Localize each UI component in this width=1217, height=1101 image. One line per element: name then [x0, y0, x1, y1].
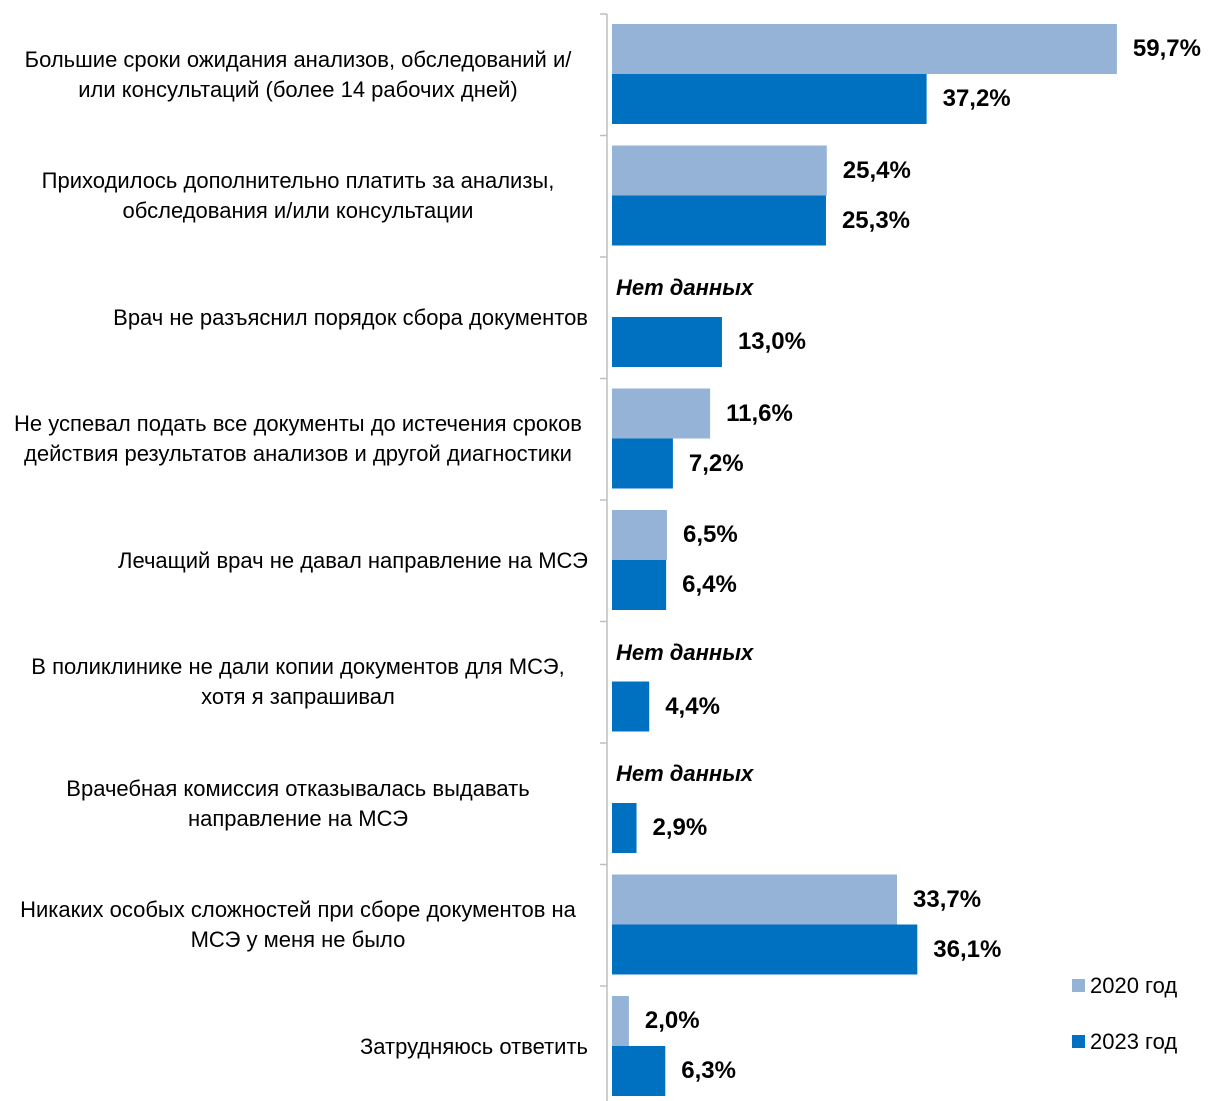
value-label: 36,1% [933, 935, 1002, 963]
value-label: Нет данных [616, 639, 754, 665]
value-label: 2,9% [652, 814, 708, 841]
legend-label: 2020 год [1090, 973, 1178, 998]
bar [612, 681, 650, 732]
bar [612, 24, 1117, 74]
category-label-box: Затрудняюсь ответить [8, 986, 588, 1101]
category-label-box: Лечащий врач не давал направление на МСЭ [8, 500, 588, 621]
category-label: В поликлинике не дали копии документов д… [31, 654, 565, 709]
bar [612, 996, 629, 1046]
bar [612, 388, 711, 439]
category-label-box: Приходилось дополнительно платить за ана… [8, 136, 588, 257]
value-label: Нет данных [616, 275, 754, 300]
bar [612, 510, 667, 560]
category-label: Приходилось дополнительно платить за ана… [41, 168, 555, 223]
legend-swatch [1072, 1035, 1085, 1048]
category-label: Большие сроки ожидания анализов, обследо… [24, 46, 572, 102]
category-label: Не успевал подать все документы до истеч… [14, 411, 582, 466]
category-label-box: Врачебная комиссия отказывалась выдавать… [8, 743, 588, 864]
category-label-box: Врач не разъяснил порядок сбора документ… [8, 257, 588, 378]
category-label: Лечащий врач не давал направление на МСЭ [118, 547, 588, 573]
category-label-box: Никаких особых сложностей при сборе доку… [8, 865, 588, 986]
value-label: 13,0% [737, 328, 806, 355]
value-label: 25,3% [841, 206, 911, 234]
category-label: Затрудняюсь ответить [359, 1033, 588, 1059]
value-label: 6,3% [681, 1057, 736, 1084]
legend-label: 2023 год [1090, 1029, 1178, 1054]
bar [612, 874, 898, 925]
value-label: 25,4% [842, 156, 911, 184]
value-label: 7,2% [688, 449, 744, 477]
value-label: 37,2% [942, 85, 1011, 112]
bar [612, 1046, 666, 1096]
value-label: 4,4% [665, 692, 720, 720]
category-label-box: Большие сроки ожидания анализов, обследо… [8, 14, 588, 135]
category-label: Никаких особых сложностей при сборе доку… [20, 897, 576, 952]
bar [612, 924, 918, 975]
category-label: Врач не разъяснил порядок сбора документ… [113, 304, 588, 330]
value-label: 6,4% [682, 571, 737, 598]
bar [612, 145, 827, 196]
value-label: 59,7% [1132, 35, 1201, 62]
legend-swatch [1072, 979, 1085, 992]
category-label-box: В поликлинике не дали копии документов д… [8, 622, 588, 743]
bar [612, 803, 637, 853]
category-label-box: Не успевал подать все документы до истеч… [8, 379, 588, 500]
category-label: Врачебная комиссия отказывалась выдавать… [66, 775, 530, 831]
bar [612, 438, 673, 489]
value-label: Нет данных [616, 761, 754, 786]
value-label: 6,5% [682, 521, 738, 548]
bar [612, 560, 667, 610]
value-label: 11,6% [726, 399, 793, 427]
bar [612, 74, 927, 124]
value-label: 33,7% [913, 885, 982, 913]
value-label: 2,0% [644, 1007, 700, 1034]
bar [612, 195, 826, 246]
bar [612, 317, 722, 367]
